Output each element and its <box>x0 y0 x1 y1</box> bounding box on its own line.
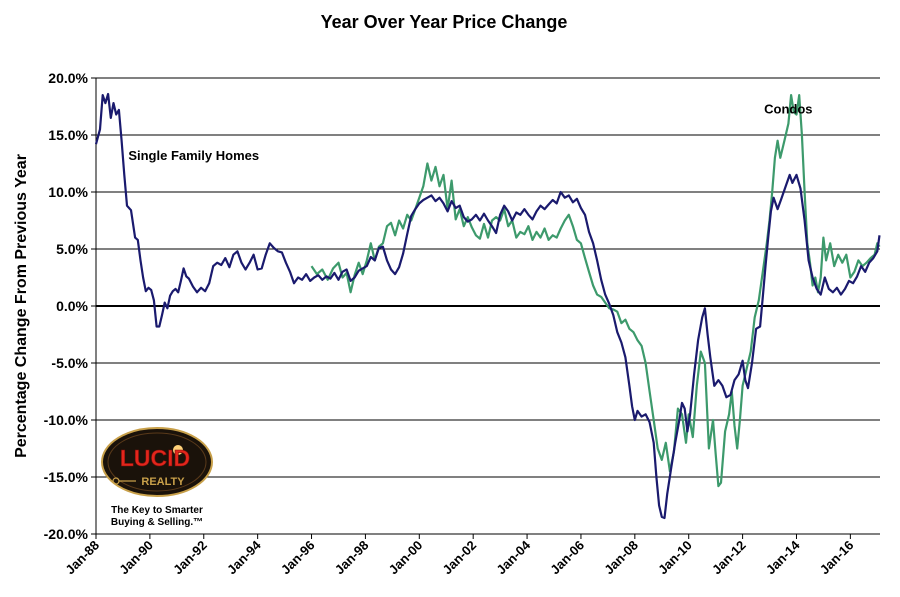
y-tick-label: -5.0% <box>51 355 88 371</box>
logo-spark-icon <box>173 445 183 455</box>
x-tick-label: Jan-90 <box>116 538 156 578</box>
x-tick-label: Jan-00 <box>386 538 426 578</box>
x-tick-label: Jan-96 <box>278 538 318 578</box>
y-tick-labels: 20.0% 15.0% 10.0% 5.0% 0.0% -5.0% -10.0% -15.0%… <box>44 70 89 542</box>
logo-brand-bottom: REALTY <box>141 476 185 488</box>
y-axis-label: Percentage Change From Previous Year <box>13 154 30 458</box>
logo-tagline-line2: Buying & Selling.™ <box>111 517 203 528</box>
key-icon <box>112 477 136 485</box>
annotation-single-family-homes: Single Family Homes <box>128 148 259 163</box>
x-tick-label: Jan-16 <box>817 538 857 578</box>
y-tick-label: 10.0% <box>48 184 88 200</box>
x-tick-label: Jan-98 <box>332 538 372 578</box>
series-line-single-family-homes <box>94 92 881 520</box>
x-tick-label: Jan-94 <box>224 537 264 577</box>
y-tick-label: 5.0% <box>56 241 88 257</box>
x-tick-label: Jan-14 <box>763 537 803 577</box>
x-tick-labels: Jan-88 Jan-90 Jan-92 Jan-94 Jan-96 Jan-98 Jan-… <box>62 537 856 577</box>
logo-tagline-line1: The Key to Smarter <box>111 505 203 516</box>
lucid-realty-logo: LUCID REALTY The Key to Smarter Buying &… <box>101 427 213 528</box>
y-tick-label: -15.0% <box>44 469 89 485</box>
y-tick-label: -10.0% <box>44 412 89 428</box>
chart-title: Year Over Year Price Change <box>321 12 568 32</box>
logo-brand-top: LUCID <box>120 445 190 471</box>
series-line-condos <box>310 94 881 488</box>
x-tick-label: Jan-08 <box>601 538 641 578</box>
x-tick-label: Jan-06 <box>547 538 587 578</box>
annotation-condos: Condos <box>764 101 812 116</box>
y-tick-label: -20.0% <box>44 526 89 542</box>
y-tick-label: 15.0% <box>48 127 88 143</box>
x-tick-label: Jan-02 <box>440 538 480 578</box>
x-tick-label: Jan-92 <box>170 538 210 578</box>
x-tick-label: Jan-12 <box>709 538 749 578</box>
y-tick-label: 20.0% <box>48 70 88 86</box>
logo-badge <box>101 427 213 497</box>
y-tick-label: 0.0% <box>56 298 88 314</box>
x-tick-label: Jan-88 <box>62 538 102 578</box>
logo-badge-ring <box>107 432 207 492</box>
x-tick-label: Jan-04 <box>493 537 533 577</box>
gridlines <box>91 77 880 539</box>
x-tick-label: Jan-10 <box>655 538 695 578</box>
data-series <box>94 92 881 520</box>
